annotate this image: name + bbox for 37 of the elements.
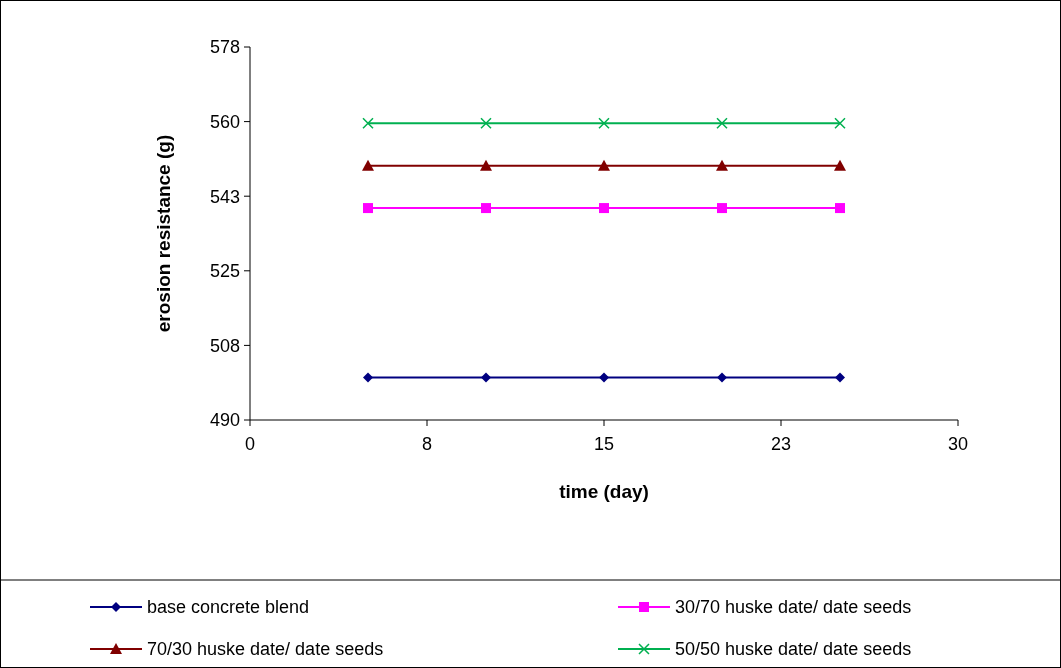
- point: [363, 372, 373, 383]
- x-tick-label: 30: [947, 434, 969, 454]
- point: [363, 203, 373, 214]
- y-tick-label: 560: [209, 111, 240, 132]
- y-tick-label: 543: [209, 186, 240, 207]
- point: [835, 203, 845, 214]
- legend-label: base concrete blend: [147, 597, 310, 618]
- point: [599, 203, 609, 214]
- x-tick-label: 0: [244, 434, 256, 454]
- x-tick-label: 8: [421, 434, 433, 454]
- point: [835, 372, 845, 383]
- point: [598, 159, 610, 171]
- point: [834, 159, 846, 171]
- point: [481, 203, 491, 214]
- point: [717, 203, 727, 214]
- y-tick-label: 490: [209, 410, 240, 431]
- point: [362, 117, 374, 130]
- y-tick-label: 525: [209, 261, 240, 282]
- point: [599, 372, 609, 383]
- point: [480, 117, 492, 130]
- point: [717, 372, 727, 383]
- x-tick-label: 15: [593, 434, 615, 454]
- y-axis-title: erosion resistance (g): [153, 134, 174, 333]
- point: [716, 117, 728, 130]
- point: [716, 159, 728, 171]
- point: [834, 117, 846, 130]
- x-tick-label: 23: [770, 434, 792, 454]
- legend-label: 30/70 huske date/ date seeds: [675, 597, 912, 618]
- legend-label: 70/30 huske date/ date seeds: [147, 639, 384, 660]
- x-axis-title: time (day): [559, 481, 649, 502]
- y-tick-label: 508: [209, 335, 240, 356]
- point: [481, 372, 491, 383]
- point: [480, 159, 492, 171]
- y-tick-label: 578: [209, 37, 240, 58]
- legend-label: 50/50 huske date/ date seeds: [675, 639, 912, 660]
- point: [362, 159, 374, 171]
- point: [598, 117, 610, 130]
